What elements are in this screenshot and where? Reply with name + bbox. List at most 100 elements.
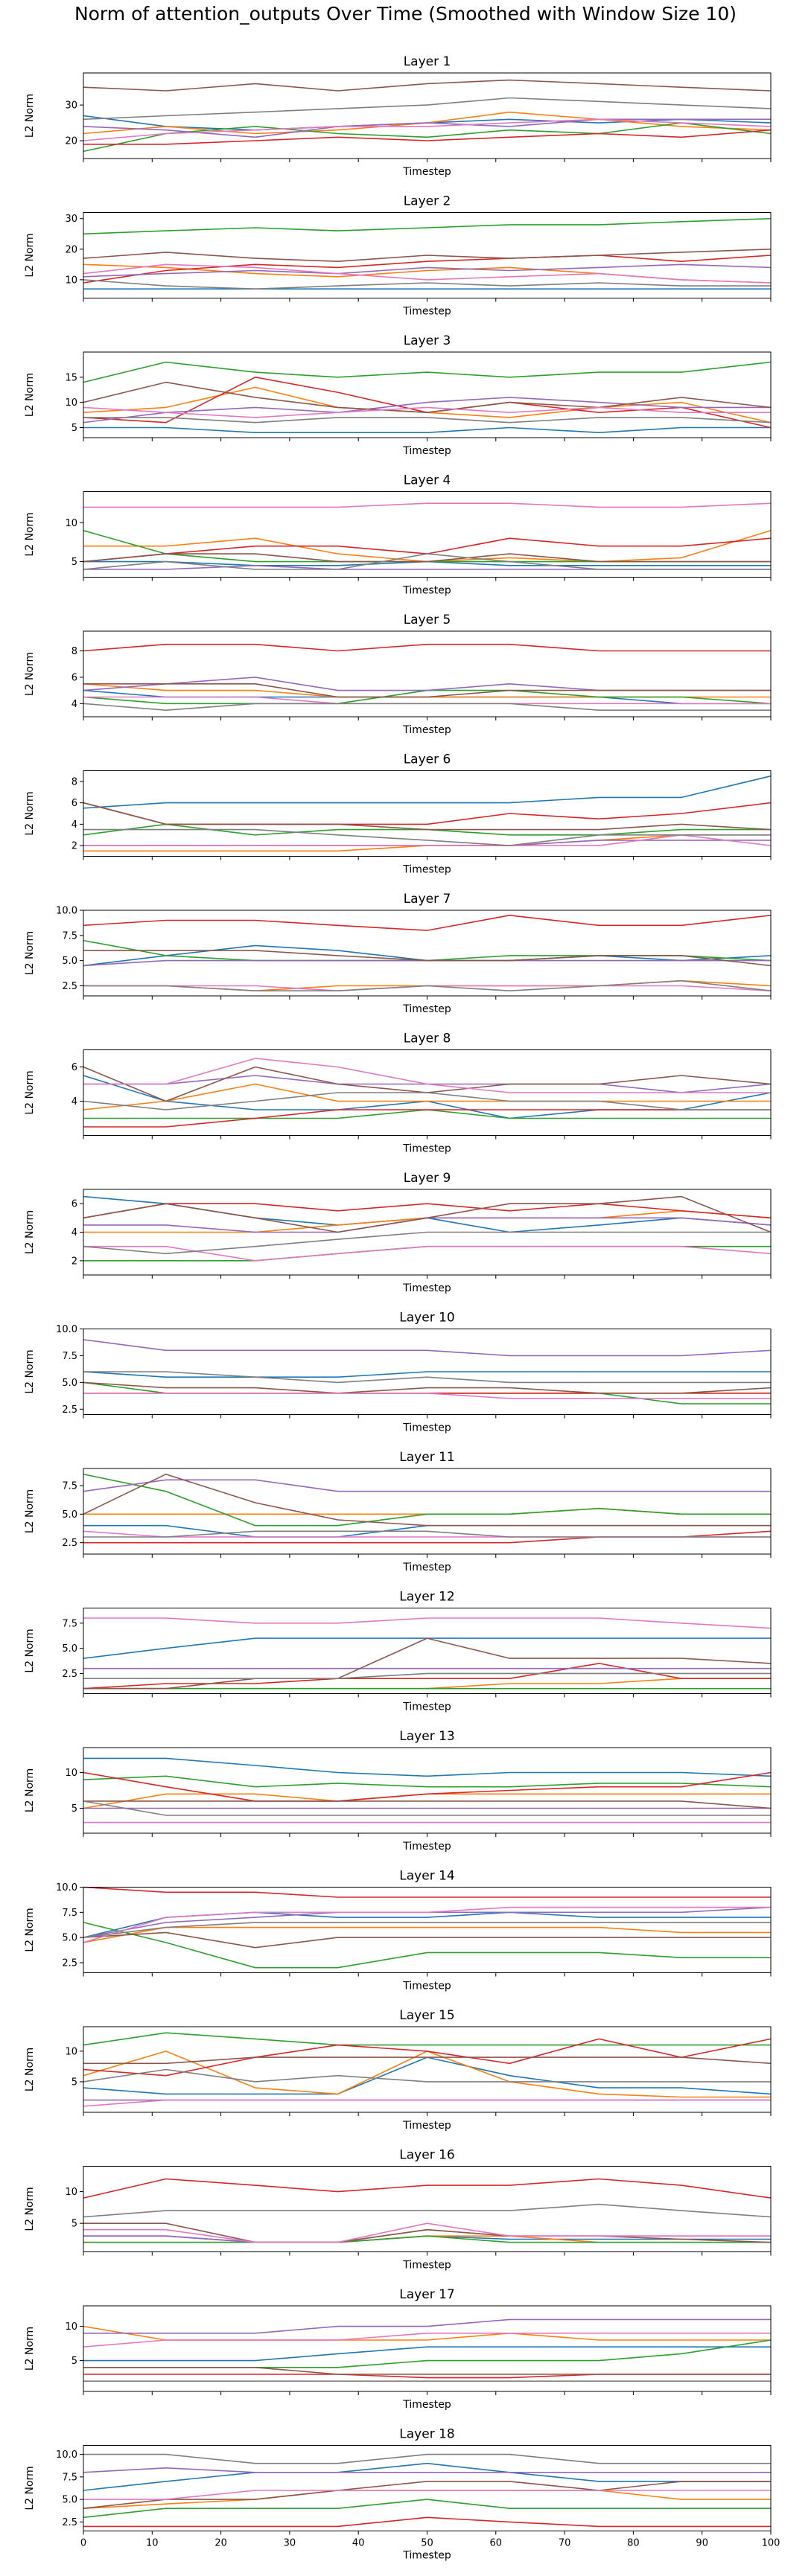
series-line-4 — [83, 255, 772, 284]
panel-title: Layer 6 — [404, 752, 451, 767]
y-axis-label: L2 Norm — [24, 1349, 36, 1393]
y-axis-label: L2 Norm — [24, 512, 36, 556]
x-tick-label: 10 — [146, 2538, 159, 2549]
panel-title: Layer 5 — [404, 613, 451, 627]
y-tick-label: 2 — [71, 1256, 77, 1267]
series-line-6 — [83, 1800, 772, 1809]
x-axis-label: Timestep — [402, 445, 451, 457]
series-line-1 — [83, 775, 772, 809]
series-line-8 — [83, 1672, 771, 1679]
x-tick-label: 90 — [696, 2538, 708, 2549]
series-line-4 — [83, 2038, 772, 2077]
y-tick-label: 5 — [71, 2356, 77, 2367]
series-line-6 — [83, 1473, 771, 1527]
y-tick-label: 10.0 — [56, 1882, 77, 1893]
series-line-8 — [83, 1231, 771, 1255]
series-line-1 — [83, 1637, 771, 1659]
y-tick-label: 2.5 — [62, 981, 77, 992]
series-line-7 — [83, 2333, 771, 2348]
x-tick-label: 40 — [352, 2538, 365, 2549]
x-axis-label: Timestep — [402, 1841, 451, 1853]
series-line-7 — [83, 1245, 772, 1262]
series-line-5 — [83, 263, 772, 278]
y-tick-label: 7.5 — [62, 2472, 77, 2483]
y-tick-label: 8 — [71, 646, 77, 657]
panel-title: Layer 2 — [404, 194, 451, 209]
x-tick-label: 30 — [284, 2538, 296, 2549]
series-line-8 — [83, 97, 772, 121]
y-tick-label: 10 — [65, 1768, 77, 1779]
panel-title: Layer 9 — [404, 1171, 451, 1186]
y-tick-label: 6 — [71, 1062, 77, 1073]
series-line-4 — [83, 1771, 772, 1802]
series-line-1 — [83, 2346, 771, 2362]
x-tick-label: 20 — [214, 2538, 227, 2549]
x-axis-label: Timestep — [402, 1562, 451, 1573]
y-axis-label: L2 Norm — [24, 2327, 36, 2371]
series-line-8 — [83, 1092, 771, 1110]
series-line-7 — [83, 118, 772, 141]
series-line-4 — [83, 2178, 772, 2199]
series-line-8 — [83, 979, 772, 991]
y-axis-label: L2 Norm — [24, 1210, 36, 1254]
series-line-7 — [83, 1906, 771, 1943]
y-tick-label: 5.0 — [62, 1509, 77, 1521]
series-line-7 — [83, 834, 772, 846]
panel-title: Layer 13 — [399, 1729, 454, 1744]
series-line-6 — [83, 683, 771, 698]
series-line-5 — [83, 2318, 771, 2334]
y-tick-label: 4 — [71, 1096, 77, 1108]
series-line-4 — [83, 1109, 771, 1128]
plot-frame — [83, 491, 772, 578]
series-line-4 — [83, 915, 772, 931]
x-tick-label: 0 — [80, 2538, 86, 2549]
y-tick-label: 2.5 — [62, 1669, 77, 1680]
series-line-7 — [83, 2222, 771, 2243]
x-axis-label: Timestep — [402, 2399, 451, 2411]
series-line-3 — [83, 2032, 771, 2046]
y-tick-label: 10.0 — [56, 1324, 77, 1335]
series-line-1 — [83, 1757, 772, 1777]
x-axis-label: Timestep — [402, 2260, 451, 2272]
y-tick-label: 7.5 — [62, 1481, 77, 1492]
series-line-6 — [83, 1381, 772, 1394]
series-line-3 — [83, 361, 772, 383]
y-tick-label: 10 — [65, 2187, 77, 2198]
y-axis-label: L2 Norm — [24, 1768, 36, 1812]
series-line-6 — [83, 1195, 772, 1233]
x-axis-label: Timestep — [402, 166, 451, 178]
series-line-6 — [83, 950, 772, 967]
series-line-5 — [83, 1339, 772, 1357]
series-line-7 — [83, 1058, 771, 1093]
y-axis-label: L2 Norm — [24, 373, 36, 417]
series-line-5 — [83, 397, 771, 424]
panel-title: Layer 14 — [399, 1869, 454, 1884]
y-tick-label: 30 — [65, 214, 77, 225]
series-line-2 — [83, 2051, 771, 2098]
series-line-1 — [83, 1371, 771, 1378]
series-line-4 — [83, 802, 772, 825]
plot-frame — [83, 72, 772, 159]
series-line-8 — [83, 1922, 771, 1938]
x-tick-label: 60 — [490, 2538, 503, 2549]
x-tick-label: 50 — [421, 2538, 433, 2549]
x-axis-label: Timestep — [402, 1003, 451, 1015]
series-line-3 — [83, 1245, 771, 1262]
y-axis-label: L2 Norm — [24, 94, 36, 138]
series-line-7 — [83, 1617, 772, 1629]
y-tick-label: 2.5 — [62, 1538, 77, 1549]
y-tick-label: 5 — [71, 557, 77, 568]
panel-title: Layer 16 — [399, 2148, 454, 2163]
y-tick-label: 10.0 — [56, 2449, 77, 2461]
series-line-2 — [83, 834, 771, 852]
y-tick-label: 10.0 — [56, 906, 77, 917]
y-tick-label: 7.5 — [62, 1618, 77, 1629]
series-line-4 — [83, 1203, 772, 1219]
y-axis-label: L2 Norm — [24, 1489, 36, 1533]
series-line-5 — [83, 840, 771, 846]
series-line-3 — [83, 2499, 771, 2519]
series-line-7 — [83, 263, 772, 284]
plot-frame — [83, 2305, 772, 2392]
y-tick-label: 5.0 — [62, 956, 77, 967]
